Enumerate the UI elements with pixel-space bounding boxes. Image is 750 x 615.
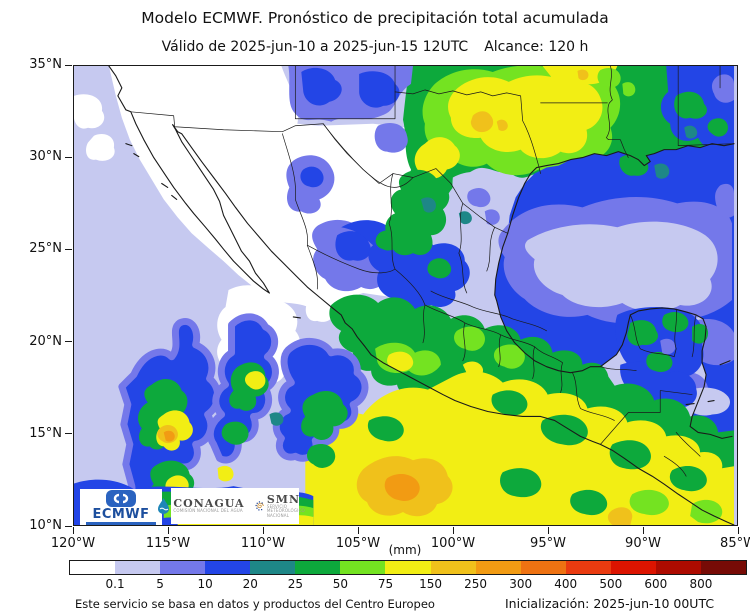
ecmwf-icon <box>106 489 136 507</box>
y-tick-mark <box>65 64 72 66</box>
colorbar-tick-label: 150 <box>419 577 442 591</box>
water-drop-icon <box>158 498 170 514</box>
horizon-label: Alcance: 120 h <box>484 39 589 55</box>
y-tick-label: 20°N <box>29 333 62 349</box>
precip-south-yellow <box>305 371 735 525</box>
x-tick-mark <box>167 527 169 534</box>
colorbar-tick-label: 400 <box>554 577 578 591</box>
colorbar-segment <box>565 561 611 574</box>
page-title: Modelo ECMWF. Pronóstico de precipitació… <box>141 9 609 27</box>
colorbar-segment <box>385 561 431 574</box>
colorbar-segment <box>475 561 521 574</box>
x-tick-mark <box>547 527 549 534</box>
colorbar-segment <box>610 561 656 574</box>
conagua-logo: CONAGUA COMISIÓN NACIONAL DEL AGUA <box>157 497 244 515</box>
x-tick-mark <box>72 527 74 534</box>
precip-east-us-blue <box>597 66 735 152</box>
precipitation-map <box>74 66 737 525</box>
colorbar-tick-label: 5 <box>156 577 164 591</box>
colorbar-unit-label: (mm) <box>388 543 422 557</box>
x-tick-mark <box>642 527 644 534</box>
ecmwf-logo: ECMWF <box>80 489 162 525</box>
swirl-icon <box>255 501 264 511</box>
x-tick-label: 115°W <box>145 536 191 551</box>
colorbar-tick-label: 0.1 <box>105 577 125 591</box>
precip-texas-core <box>414 66 621 179</box>
y-tick-label: 10°N <box>29 518 62 533</box>
colorbar-tick-label: 300 <box>509 577 533 591</box>
x-tick-label: 110°W <box>240 536 286 551</box>
colorbar-segment <box>160 561 206 574</box>
x-tick-mark <box>452 527 454 534</box>
colorbar-segment <box>340 561 386 574</box>
conagua-sublabel: COMISIÓN NACIONAL DEL AGUA <box>173 508 243 514</box>
precip-yucatan <box>615 306 709 409</box>
initialization-text: Inicialización: 2025-jun-10 00UTC <box>505 596 715 611</box>
x-tick-label: 95°W <box>530 536 566 551</box>
precip-south-texas <box>452 171 505 235</box>
y-tick-mark <box>65 341 72 343</box>
y-tick-mark <box>65 248 72 250</box>
colorbar-segment <box>205 561 251 574</box>
colorbar <box>69 560 747 575</box>
x-tick-label: 105°W <box>335 536 381 551</box>
y-tick-mark <box>65 525 72 527</box>
x-tick-label: 120°W <box>50 536 96 551</box>
y-tick-label: 25°N <box>29 241 62 257</box>
colorbar-segment <box>70 561 116 574</box>
agency-logos: CONAGUA COMISIÓN NACIONAL DEL AGUA SMN S… <box>158 488 305 524</box>
colorbar-tick-label: 600 <box>644 577 668 591</box>
valid-range-label: Válido de 2025-jun-10 a 2025-jun-15 12UT… <box>161 39 469 55</box>
colorbar-tick-label: 50 <box>332 577 349 591</box>
map-plot-area <box>73 65 738 526</box>
colorbar-segment <box>115 561 161 574</box>
x-tick-mark <box>262 527 264 534</box>
conagua-label: CONAGUA <box>173 497 245 511</box>
colorbar-tick-label: 500 <box>599 577 623 591</box>
y-tick-label: 15°N <box>29 425 62 441</box>
smn-label: SMN <box>266 492 301 506</box>
map-coastlines <box>108 66 735 525</box>
colorbar-segment <box>295 561 341 574</box>
smn-sublabel: SERVICIO METEOROLÓGICO NACIONAL <box>266 503 305 518</box>
y-tick-mark <box>65 156 72 158</box>
colorbar-tick-label: 20 <box>242 577 258 591</box>
smn-logo: SMN SERVICIO METEOROLÓGICO NACIONAL <box>255 494 313 518</box>
precip-ne-mexico <box>341 169 470 311</box>
subtitle: Válido de 2025-jun-10 a 2025-jun-15 12UT… <box>0 39 750 55</box>
colorbar-tick-label: 250 <box>464 577 488 591</box>
y-tick-label: 35°N <box>29 57 62 72</box>
ecmwf-label: ECMWF <box>92 506 150 522</box>
x-tick-mark <box>737 527 739 534</box>
credit-text: Este servicio se basa en datos y product… <box>75 597 435 611</box>
colorbar-segment <box>520 561 566 574</box>
colorbar-segment <box>655 561 701 574</box>
x-tick-label: 100°W <box>430 536 476 551</box>
x-tick-label: 90°W <box>625 536 661 551</box>
x-tick-label: 85°W <box>720 536 750 551</box>
ecmwf-bar <box>86 521 156 525</box>
y-tick-mark <box>65 433 72 435</box>
colorbar-tick-label: 25 <box>287 577 303 591</box>
colorbar-segment <box>430 561 476 574</box>
colorbar-tick-label: 75 <box>377 577 394 591</box>
y-tick-label: 30°N <box>29 149 62 165</box>
map-borders <box>130 66 735 477</box>
x-tick-mark <box>357 527 359 534</box>
colorbar-tick-label: 800 <box>689 577 713 591</box>
colorbar-tick-label: 10 <box>197 577 213 591</box>
colorbar-segment <box>700 561 746 574</box>
colorbar-segment <box>250 561 296 574</box>
